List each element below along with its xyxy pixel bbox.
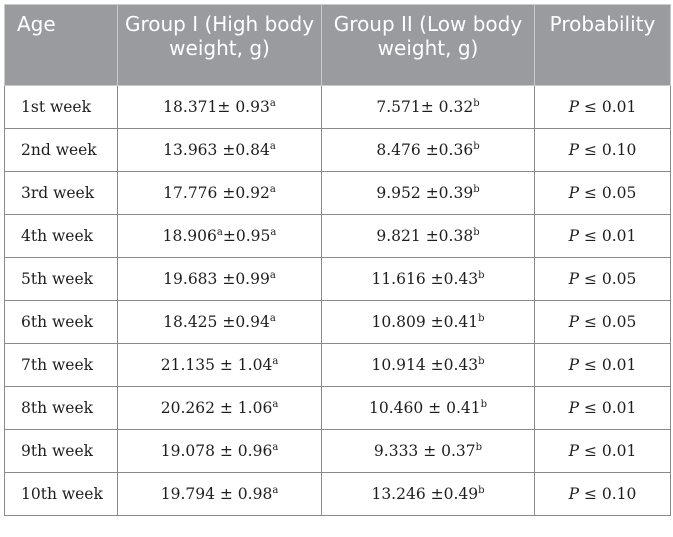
header-group-1: Group I (High body weight, g) (117, 4, 322, 86)
age-cell: 10th week (4, 472, 118, 516)
age-cell: 8th week (4, 386, 118, 430)
table-row: 5th week 19.683 ±0.99a 11.616 ±0.43b P ≤… (4, 257, 671, 301)
probability-cell: P ≤ 0.10 (534, 128, 671, 172)
probability-cell: P ≤ 0.05 (534, 257, 671, 301)
age-cell: 1st week (4, 85, 118, 129)
table-row: 4th week 18.906a±0.95a 9.821 ±0.38b P ≤ … (4, 214, 671, 258)
group-1-cell: 20.262 ± 1.06a (117, 386, 322, 430)
group-1-cell: 17.776 ±0.92a (117, 171, 322, 215)
group-1-cell: 13.963 ±0.84a (117, 128, 322, 172)
group-1-cell: 19.078 ± 0.96a (117, 429, 322, 473)
group-1-cell: 19.683 ±0.99a (117, 257, 322, 301)
age-cell: 6th week (4, 300, 118, 344)
age-cell: 5th week (4, 257, 118, 301)
table-row: 9th week 19.078 ± 0.96a 9.333 ± 0.37b P … (4, 429, 671, 473)
table-row: 10th week 19.794 ± 0.98a 13.246 ±0.49b P… (4, 472, 671, 516)
header-probability: Probability (534, 4, 671, 86)
probability-cell: P ≤ 0.01 (534, 386, 671, 430)
group-2-cell: 8.476 ±0.36b (321, 128, 535, 172)
age-cell: 4th week (4, 214, 118, 258)
age-cell: 7th week (4, 343, 118, 387)
group-2-cell: 9.821 ±0.38b (321, 214, 535, 258)
table-row: 1st week 18.371± 0.93a 7.571± 0.32b P ≤ … (4, 85, 671, 129)
group-1-cell: 21.135 ± 1.04a (117, 343, 322, 387)
group-1-cell: 18.425 ±0.94a (117, 300, 322, 344)
group-2-cell: 10.460 ± 0.41b (321, 386, 535, 430)
header-age: Age (4, 4, 118, 86)
probability-cell: P ≤ 0.05 (534, 171, 671, 215)
table-row: 8th week 20.262 ± 1.06a 10.460 ± 0.41b P… (4, 386, 671, 430)
table-row: 6th week 18.425 ±0.94a 10.809 ±0.41b P ≤… (4, 300, 671, 344)
table-row: 3rd week 17.776 ±0.92a 9.952 ±0.39b P ≤ … (4, 171, 671, 215)
probability-cell: P ≤ 0.01 (534, 429, 671, 473)
group-1-cell: 18.906a±0.95a (117, 214, 322, 258)
probability-cell: P ≤ 0.01 (534, 343, 671, 387)
probability-cell: P ≤ 0.05 (534, 300, 671, 344)
group-1-cell: 18.371± 0.93a (117, 85, 322, 129)
probability-cell: P ≤ 0.01 (534, 214, 671, 258)
group-2-cell: 10.809 ±0.41b (321, 300, 535, 344)
group-2-cell: 11.616 ±0.43b (321, 257, 535, 301)
age-cell: 2nd week (4, 128, 118, 172)
group-1-cell: 19.794 ± 0.98a (117, 472, 322, 516)
age-cell: 9th week (4, 429, 118, 473)
group-2-cell: 10.914 ±0.43b (321, 343, 535, 387)
body-weight-table: Age Group I (High body weight, g) Group … (4, 4, 671, 516)
group-2-cell: 13.246 ±0.49b (321, 472, 535, 516)
group-2-cell: 7.571± 0.32b (321, 85, 535, 129)
group-2-cell: 9.333 ± 0.37b (321, 429, 535, 473)
age-cell: 3rd week (4, 171, 118, 215)
header-group-2: Group II (Low body weight, g) (321, 4, 535, 86)
table-row: 2nd week 13.963 ±0.84a 8.476 ±0.36b P ≤ … (4, 128, 671, 172)
probability-cell: P ≤ 0.01 (534, 85, 671, 129)
table-row: 7th week 21.135 ± 1.04a 10.914 ±0.43b P … (4, 343, 671, 387)
probability-cell: P ≤ 0.10 (534, 472, 671, 516)
group-2-cell: 9.952 ±0.39b (321, 171, 535, 215)
header-row: Age Group I (High body weight, g) Group … (4, 4, 671, 86)
